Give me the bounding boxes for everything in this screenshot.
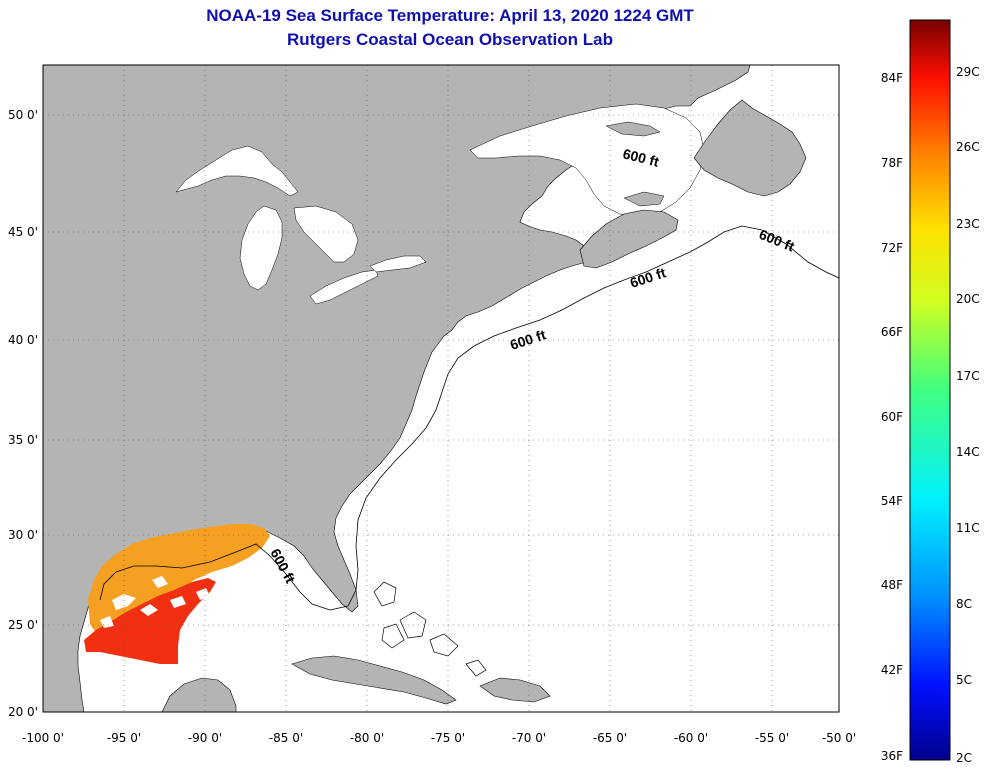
lat-tick-label: 40 0' <box>8 333 38 347</box>
title-line2: Rutgers Coastal Ocean Observation Lab <box>287 30 613 49</box>
colorbar-f-label: 60F <box>881 410 903 424</box>
lon-tick-label: -65 0' <box>593 731 627 745</box>
lake-michigan <box>239 205 283 291</box>
colorbar-f-label: 72F <box>881 241 903 255</box>
colorbar-c-label: 11C <box>956 521 980 535</box>
land-cuba <box>291 655 457 705</box>
lat-tick-label: 35 0' <box>8 433 38 447</box>
lon-tick-label: -90 0' <box>188 731 222 745</box>
land-anticosti <box>605 121 661 137</box>
map-frame <box>42 64 840 713</box>
lon-tick-label: -75 0' <box>431 731 465 745</box>
colorbar-c-label: 14C <box>956 445 980 459</box>
lon-tick-label: -50 0' <box>822 731 856 745</box>
colorbar-c-label: 26C <box>956 140 980 154</box>
colorbar-f-label: 48F <box>881 578 903 592</box>
longitude-labels: -100 0' -95 0' -90 0' -85 0' -80 0' -75 0' -70… <box>22 731 856 745</box>
colorbar-c-label: 17C <box>956 369 980 383</box>
colorbar <box>909 19 951 761</box>
land-nova-scotia <box>579 209 679 269</box>
isobath-600ft <box>99 225 839 611</box>
colorbar-f-label: 54F <box>881 494 903 508</box>
lat-tick-label: 30 0' <box>8 528 38 542</box>
lon-tick-label: -100 0' <box>22 731 64 745</box>
lon-tick-label: -80 0' <box>350 731 384 745</box>
lon-tick-label: -55 0' <box>755 731 789 745</box>
lat-tick-label: 50 0' <box>8 108 38 122</box>
land-pei <box>623 191 665 207</box>
latitude-labels: 50 0' 45 0' 40 0' 35 0' 30 0' 25 0' 20 0' <box>8 108 38 719</box>
lake-superior <box>175 145 299 197</box>
land-yucatan <box>161 677 237 712</box>
sst-cloud-gaps <box>100 576 210 628</box>
colorbar-c-label: 5C <box>956 673 972 687</box>
lat-tick-label: 20 0' <box>8 705 38 719</box>
lat-tick-label: 25 0' <box>8 618 38 632</box>
sst-warm-region <box>88 524 270 636</box>
lake-erie <box>309 269 379 305</box>
colorbar-c-label: 20C <box>956 292 980 306</box>
lon-tick-label: -95 0' <box>107 731 141 745</box>
land-newfoundland <box>693 99 807 197</box>
colorbar-c-label: 2C <box>956 751 972 765</box>
lon-tick-label: -70 0' <box>512 731 546 745</box>
land-bahamas <box>373 581 487 677</box>
colorbar-f-label: 66F <box>881 325 903 339</box>
lon-tick-label: -85 0' <box>269 731 303 745</box>
colorbar-f-label: 78F <box>881 156 903 170</box>
title-line1: NOAA-19 Sea Surface Temperature: April 1… <box>206 6 694 25</box>
land-hispaniola <box>479 677 551 703</box>
lat-tick-label: 45 0' <box>8 225 38 239</box>
colorbar-f-label: 42F <box>881 663 903 677</box>
colorbar-c-label: 29C <box>956 65 980 79</box>
colorbar-fahrenheit-labels: 84F 78F 72F 66F 60F 54F 48F 42F 36F <box>881 71 903 763</box>
colorbar-c-label: 23C <box>956 217 980 231</box>
lake-ontario <box>369 255 427 273</box>
colorbar-f-label: 84F <box>881 71 903 85</box>
colorbar-f-label: 36F <box>881 749 903 763</box>
colorbar-c-label: 8C <box>956 597 972 611</box>
colorbar-celsius-labels: 29C 26C 23C 20C 17C 14C 11C 8C 5C 2C <box>956 65 980 765</box>
lon-tick-label: -60 0' <box>674 731 708 745</box>
